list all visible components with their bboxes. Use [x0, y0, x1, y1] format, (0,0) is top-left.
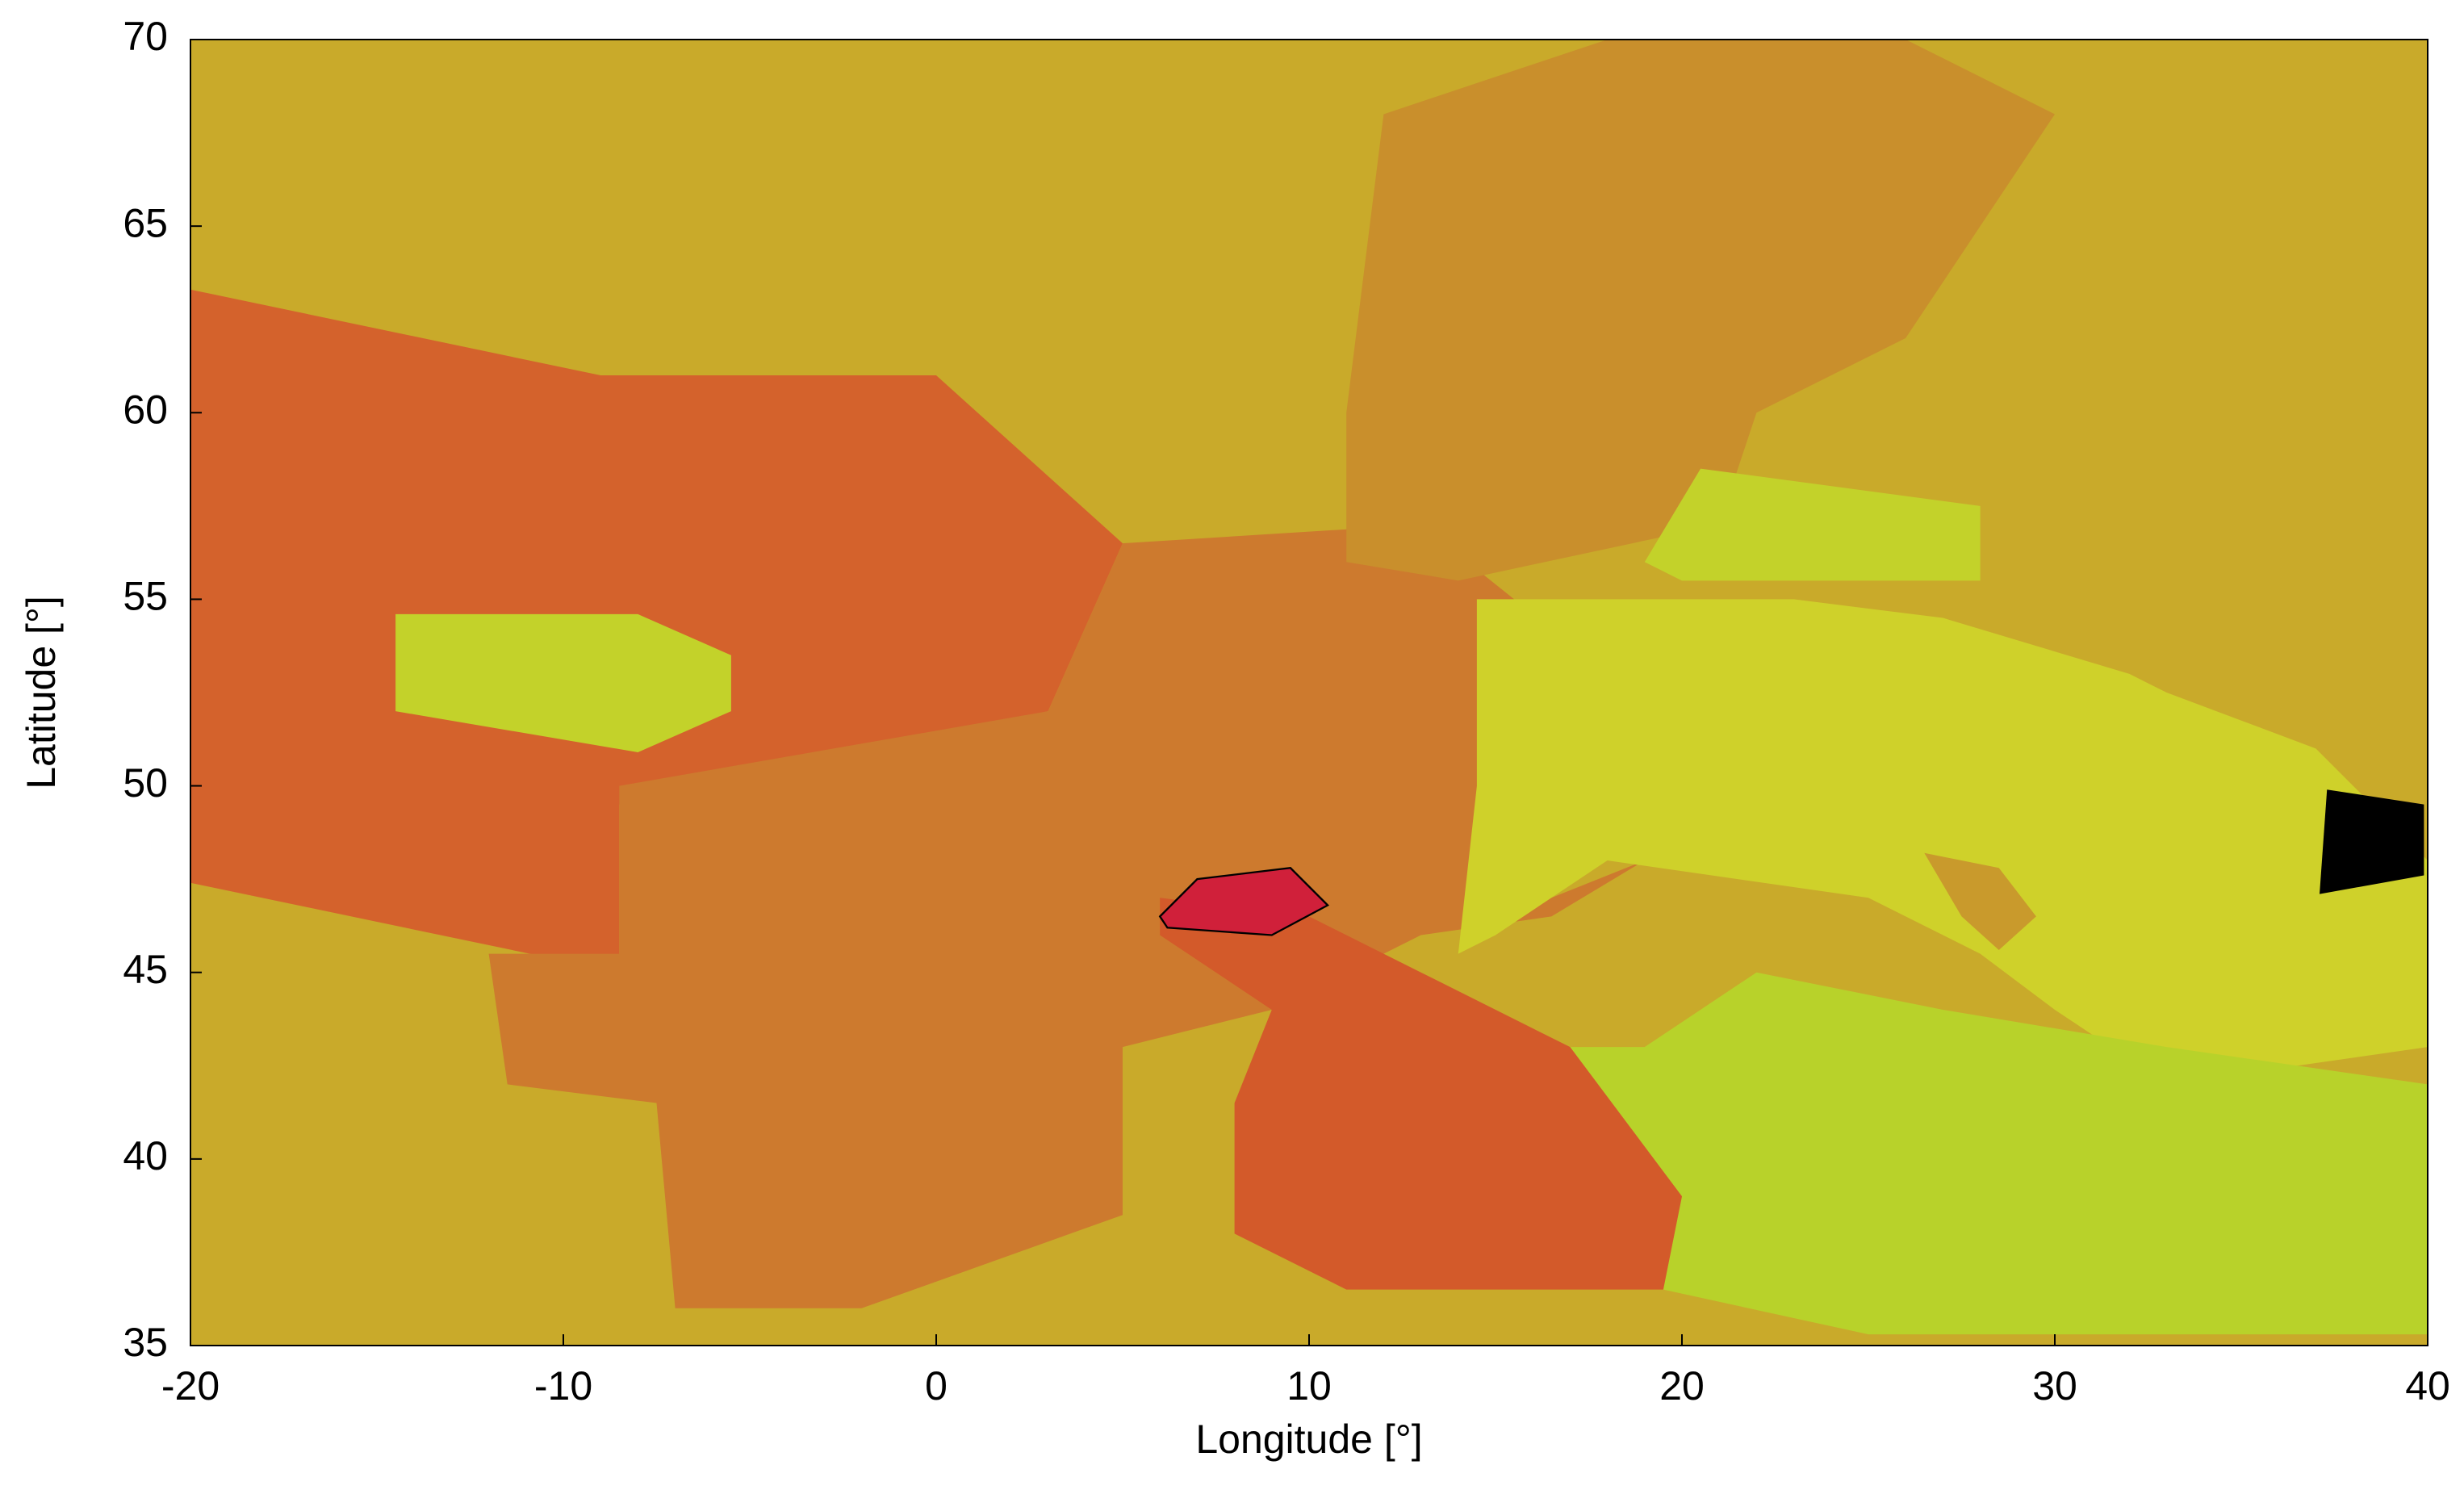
east-europe-region [1458, 599, 2428, 1085]
y-tick-label: 55 [123, 574, 168, 619]
y-tick-label: 45 [123, 947, 168, 992]
x-tick-label: 20 [1659, 1363, 1705, 1409]
y-tick-label: 40 [123, 1133, 168, 1178]
moldova-region [1924, 852, 2036, 950]
x-tick-label: 10 [1286, 1363, 1332, 1409]
italy-region [1160, 898, 1682, 1290]
map-area [190, 40, 2428, 1346]
y-tick-label: 50 [123, 760, 168, 806]
x-tick-label: -20 [161, 1363, 220, 1409]
y-tick-label: 60 [123, 387, 168, 432]
y-tick-label: 70 [123, 14, 168, 59]
switzerland-region [1158, 867, 1330, 936]
x-tick-label: 0 [925, 1363, 948, 1409]
west-europe-region [488, 524, 1645, 1308]
x-tick-label: 30 [2032, 1363, 2077, 1409]
x-tick-label: 40 [2405, 1363, 2450, 1409]
y-tick-label: 65 [123, 200, 168, 245]
x-axis-label: Longitude [°] [1195, 1417, 1422, 1462]
black-patch [2320, 789, 2424, 894]
scandinavia-region [1346, 40, 2055, 581]
baltic-region [1644, 468, 1981, 581]
ireland-region [395, 613, 731, 752]
balkan-turkey-region [1570, 972, 2428, 1335]
y-tick-label: 35 [123, 1320, 168, 1365]
y-axis-label: Latitude [°] [19, 596, 64, 789]
x-tick-label: -10 [534, 1363, 592, 1409]
